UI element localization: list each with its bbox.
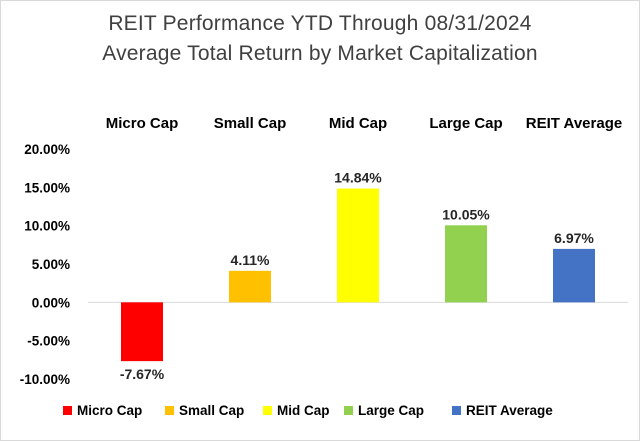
category-header: REIT Average [526,115,622,132]
y-tick-label: 15.00% [24,180,70,195]
data-label: 4.11% [231,252,270,268]
legend-swatch [344,406,353,415]
bar [121,302,163,362]
legend-label: Mid Cap [277,403,330,418]
category-header: Mid Cap [329,115,387,132]
category-header: Large Cap [429,115,502,132]
legend-swatch [165,406,174,415]
y-tick-label: 0.00% [32,295,70,310]
legend-label: Large Cap [358,403,424,418]
y-tick-label: 5.00% [32,257,70,272]
category-header: Micro Cap [106,115,179,132]
bar [229,270,271,303]
legend-swatch [63,406,72,415]
data-label: 10.05% [442,206,490,222]
chart-title: REIT Performance YTD Through 08/31/2024 [108,12,532,35]
legend-swatch [263,406,272,415]
legend-label: Small Cap [179,403,244,418]
bar [445,225,487,303]
legend-label: REIT Average [466,403,553,418]
bar [553,248,595,303]
y-tick-label: -10.00% [20,372,70,387]
data-label: 6.97% [554,230,594,246]
bar [337,188,379,303]
y-tick-label: 20.00% [24,142,70,157]
data-label: -7.67% [120,366,165,382]
legend-swatch [452,406,461,415]
y-tick-label: -5.00% [27,334,70,349]
legend-label: Micro Cap [77,403,142,418]
data-label: 14.84% [334,170,382,186]
chart-subtitle: Average Total Return by Market Capitaliz… [102,42,538,65]
category-header: Small Cap [214,115,287,132]
y-tick-label: 10.00% [24,219,70,234]
